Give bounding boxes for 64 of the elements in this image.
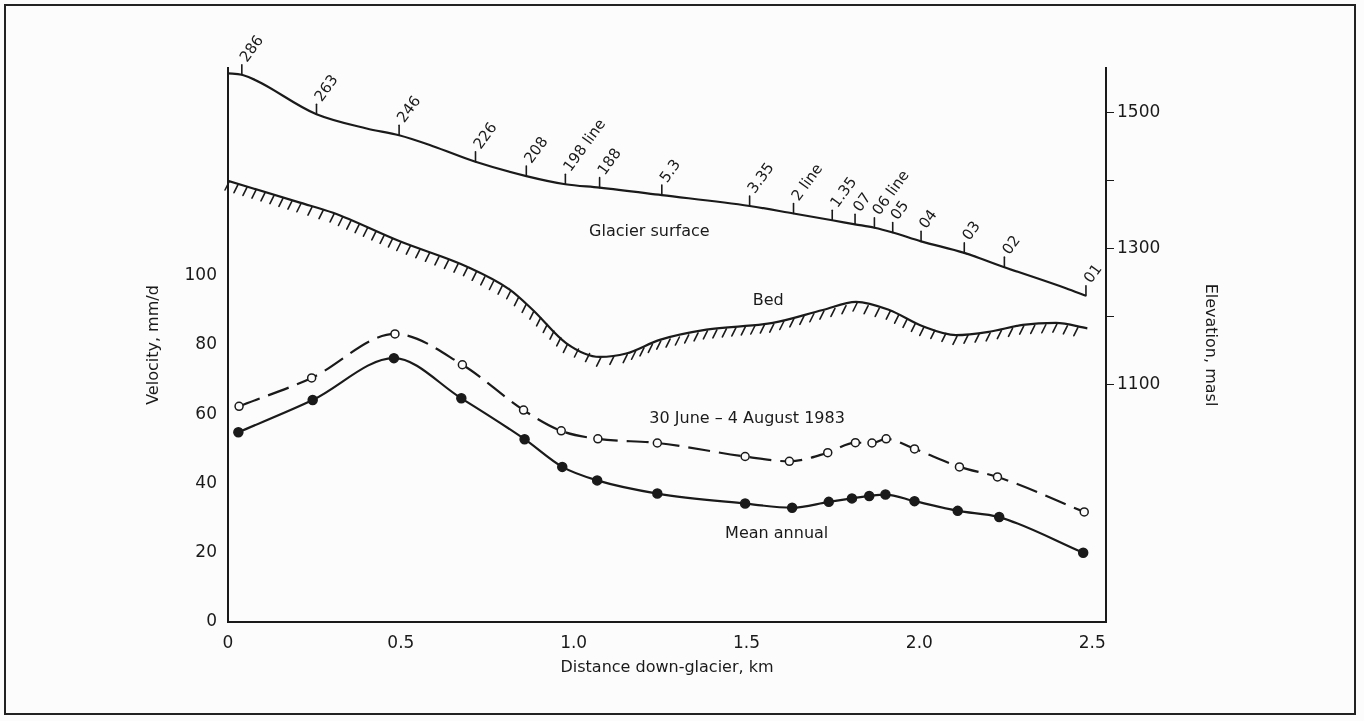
series-label: Glacier surface [589,221,710,241]
point [1079,507,1089,517]
y2-axis-title: Elevation, masl [1202,283,1222,407]
x-axis-title: Distance down-glacier, km [560,656,774,676]
point [993,511,1005,523]
y-axis-title: Velocity, mm/d [142,285,162,405]
point [233,427,244,438]
y2-tick-label: 1300 [1117,236,1161,257]
point [593,434,603,444]
point [881,434,891,444]
point [456,393,467,404]
y-tick-label: 40 [195,471,217,492]
y2-tick-label: 1100 [1117,372,1161,393]
annotation: 2 line [787,160,827,205]
point [863,490,875,502]
point [880,489,891,500]
point [846,493,858,504]
x-tick-label: 0.5 [387,631,415,652]
point [909,444,920,454]
y2-tick-label: 1500 [1117,100,1161,121]
y-tick-label: 0 [206,610,217,631]
point [1077,547,1089,558]
point [823,496,835,508]
point [390,329,400,339]
point [306,373,317,383]
series-label: 30 June – 4 August 1983 [649,408,845,428]
x-tick-label: 2.5 [1078,631,1106,652]
point [457,359,468,370]
x-tick-label: 1.5 [732,631,761,652]
annotation: 03 [958,217,984,244]
point [867,438,877,448]
point [850,437,861,448]
x-tick-label: 1.0 [560,631,588,652]
annotation: 01 [1079,260,1106,287]
y-tick-label: 20 [195,541,217,562]
point [234,401,244,412]
point [591,475,603,486]
series-label: Mean annual [725,522,829,542]
point [307,394,318,406]
x-tick-label: 0 [222,631,234,652]
series-label: Bed [752,290,784,310]
x-tick-label: 2.0 [905,631,933,652]
point [740,451,750,462]
point [992,472,1003,482]
y-tick-label: 100 [184,264,217,285]
y-tick-label: 80 [195,333,217,354]
point [952,505,963,517]
point [518,405,529,415]
point [652,488,663,499]
point [784,456,795,467]
annotation: 04 [914,205,941,232]
point [388,352,400,364]
point [556,426,566,436]
point [822,447,833,458]
annotation: 02 [998,231,1024,258]
point [557,461,568,473]
point [652,438,663,448]
point [786,502,798,513]
annotation: 5.3 [655,155,685,186]
point [519,433,530,445]
point [954,462,965,472]
point [909,495,920,507]
y-tick-label: 60 [195,402,217,423]
point [739,498,751,509]
